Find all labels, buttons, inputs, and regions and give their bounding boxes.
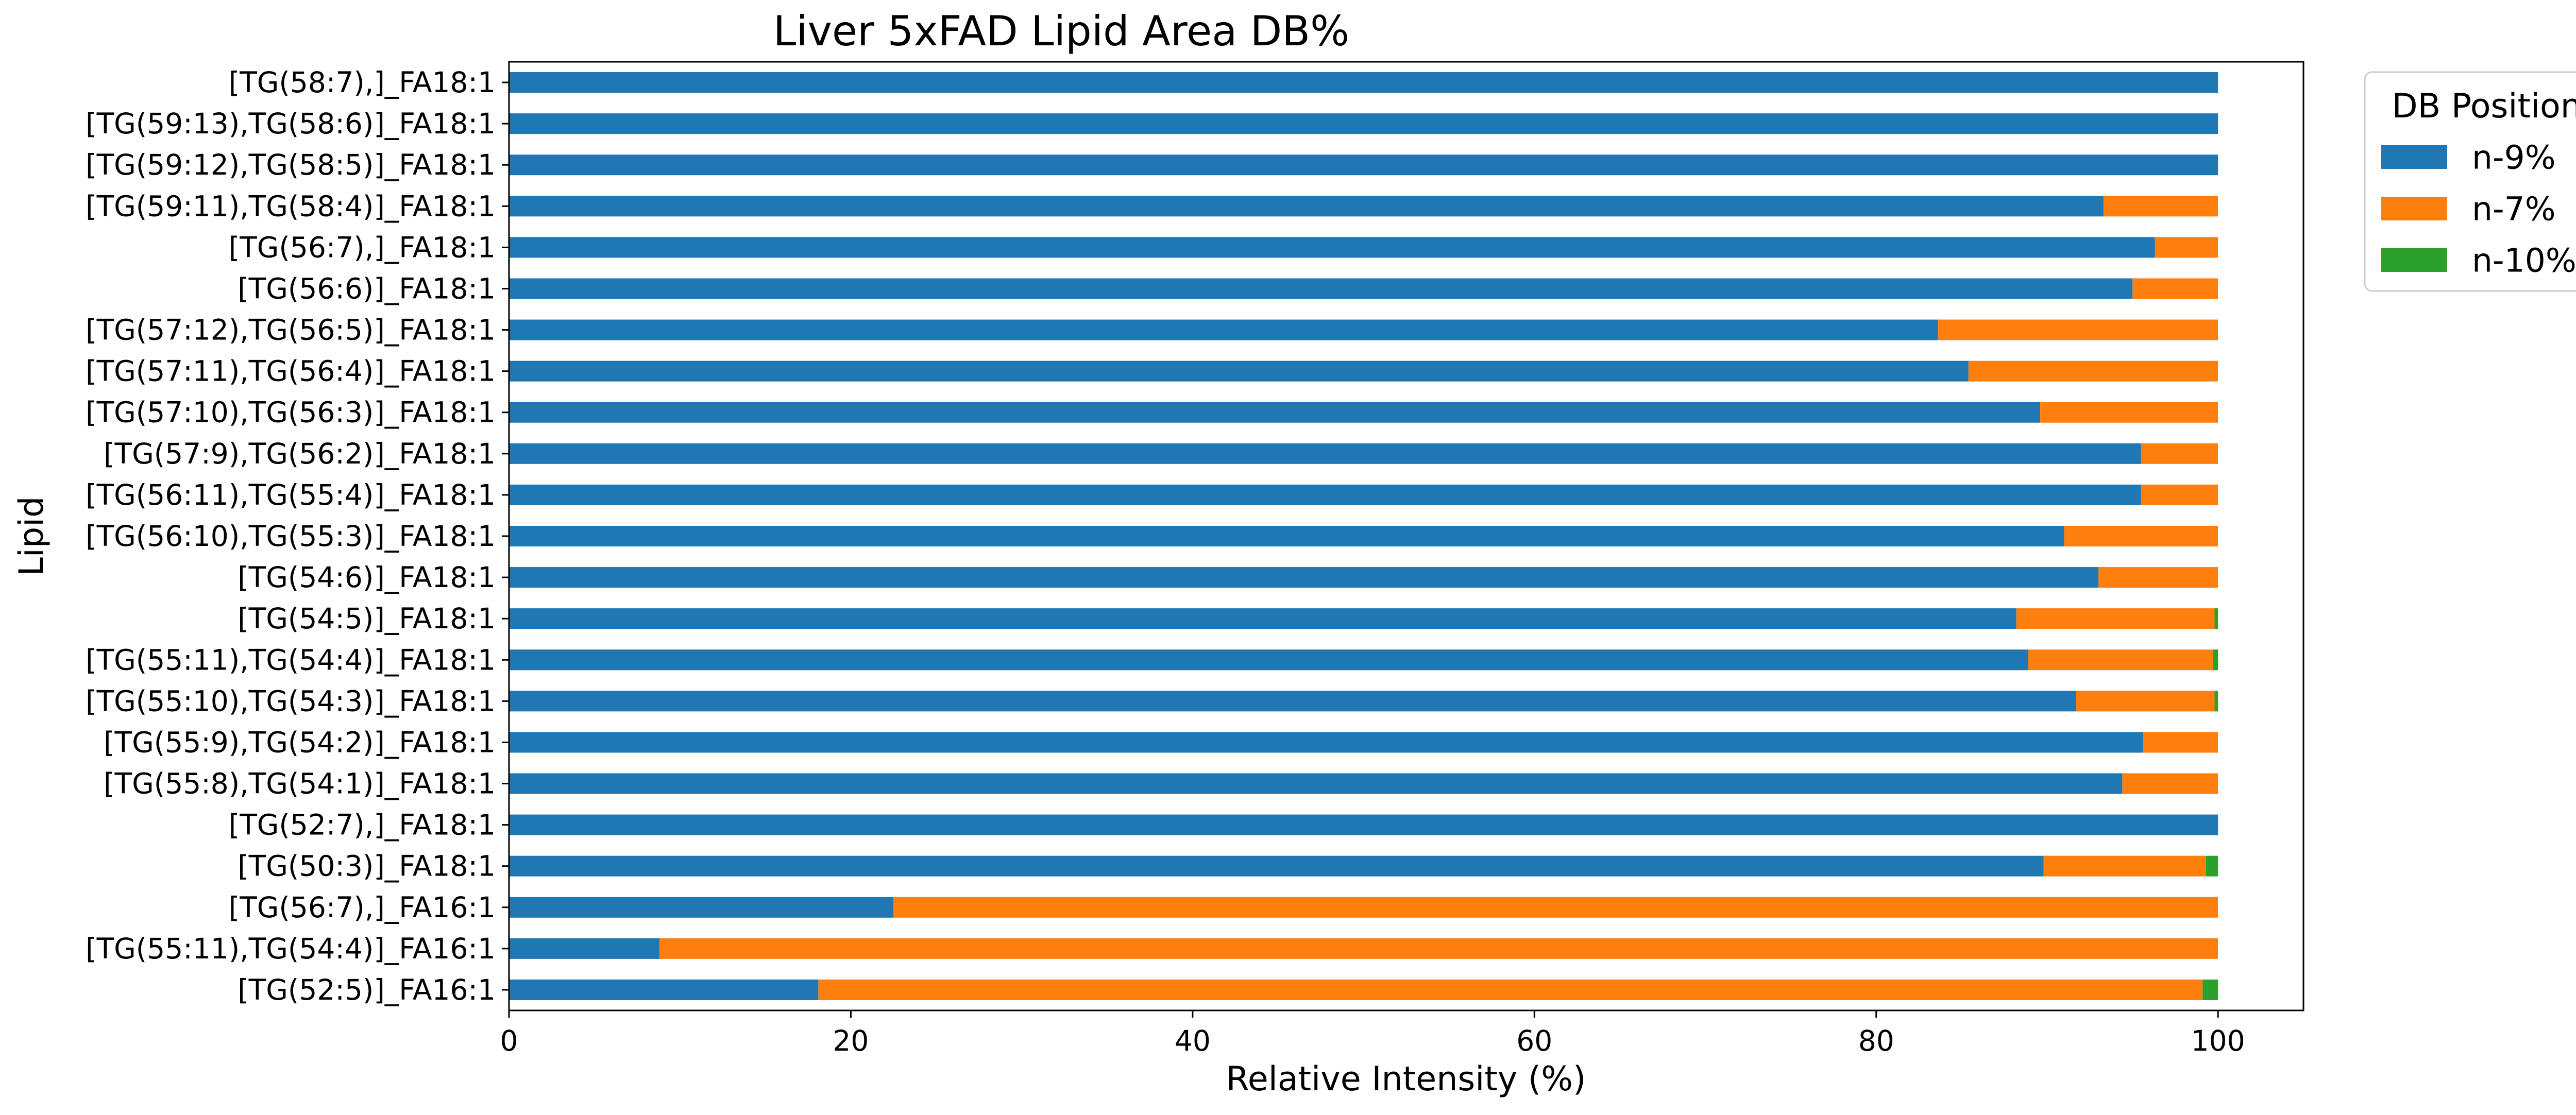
y-tick-label: [TG(52:7),]_FA18:1 (229, 809, 496, 842)
bar-segment-1-row-1 (509, 72, 2218, 93)
y-axis-ticks: [TG(58:7),]_FA18:1 [TG(59:13),TG(58:6)]_F… (86, 66, 509, 1006)
y-tick-label: [TG(56:6)]_FA18:1 (238, 272, 496, 305)
bar-segment-1-row-15 (509, 649, 2028, 671)
bar-segment-2-row-23 (818, 979, 2203, 1000)
bar-segment-1-row-7 (509, 319, 1938, 340)
bar-segment-2-row-12 (2064, 525, 2218, 547)
y-tick-label: [TG(52:5)]_FA16:1 (238, 973, 496, 1006)
bar-segment-3-row-20 (2206, 855, 2218, 877)
bar-segment-1-row-9 (509, 402, 2041, 423)
bar-segment-2-row-5 (2155, 237, 2218, 258)
y-tick-label: [TG(56:7),]_FA18:1 (229, 231, 496, 264)
bar-segment-1-row-20 (509, 855, 2044, 877)
bar-segment-2-row-22 (659, 938, 2218, 959)
y-axis-label: Lipid (12, 496, 51, 576)
x-tick-label: 80 (1858, 1024, 1894, 1057)
bar-segment-2-row-10 (2141, 443, 2218, 464)
bar-segment-1-row-22 (509, 938, 659, 959)
y-tick-label: [TG(59:12),TG(58:5)]_FA18:1 (86, 148, 496, 181)
bar-segment-3-row-16 (2214, 691, 2218, 712)
bar-segment-1-row-6 (509, 278, 2133, 299)
y-tick-label: [TG(50:3)]_FA18:1 (238, 850, 496, 883)
bar-segment-1-row-23 (509, 979, 819, 1000)
y-tick-label: [TG(57:10),TG(56:3)]_FA18:1 (86, 396, 496, 429)
chart-title: Liver 5xFAD Lipid Area DB% (773, 7, 1349, 55)
bar-segment-1-row-13 (509, 567, 2098, 588)
bar-segment-1-row-4 (509, 196, 2104, 217)
bar-segment-2-row-17 (2143, 732, 2218, 753)
legend-items: n-9% n-7% n-10% (2381, 139, 2576, 280)
bar-segment-1-row-2 (509, 113, 2218, 134)
y-tick-label: [TG(56:7),]_FA16:1 (229, 891, 496, 924)
bar-segment-1-row-17 (509, 732, 2143, 753)
x-axis-label: Relative Intensity (%) (1226, 1060, 1586, 1099)
legend-swatch (2381, 197, 2447, 220)
y-tick-label: [TG(55:10),TG(54:3)]_FA18:1 (86, 684, 496, 717)
legend-frame (2364, 71, 2576, 292)
bar-segment-1-row-19 (509, 814, 2218, 835)
bar-segment-2-row-11 (2141, 484, 2218, 505)
legend-title: DB Position % (2392, 87, 2576, 126)
bar-segment-2-row-13 (2098, 567, 2218, 588)
bar-segment-2-row-4 (2103, 196, 2218, 217)
bar-segment-2-row-20 (2043, 855, 2206, 877)
bar-segment-2-row-9 (2040, 402, 2218, 423)
bar-segment-2-row-16 (2076, 691, 2215, 712)
y-tick-label: [TG(55:11),TG(54:4)]_FA18:1 (86, 643, 496, 676)
y-tick-label: [TG(56:10),TG(55:3)]_FA18:1 (86, 520, 496, 553)
x-tick-label: 20 (833, 1024, 869, 1057)
bar-segment-2-row-15 (2028, 649, 2213, 671)
bar-segment-2-row-18 (2122, 773, 2218, 794)
y-tick-label: [TG(54:6)]_FA18:1 (238, 561, 496, 594)
legend-swatch (2381, 248, 2447, 272)
bar-segment-1-row-12 (509, 525, 2064, 547)
x-tick-label: 0 (500, 1024, 518, 1057)
bar-segment-1-row-11 (509, 484, 2141, 505)
x-tick-label: 40 (1175, 1024, 1211, 1057)
y-tick-label: [TG(59:11),TG(58:4)]_FA18:1 (86, 190, 496, 222)
bar-segment-1-row-10 (509, 443, 2141, 464)
y-tick-label: [TG(56:11),TG(55:4)]_FA18:1 (86, 478, 496, 511)
bar-segment-1-row-18 (509, 773, 2123, 794)
bar-segment-1-row-21 (509, 897, 894, 918)
x-tick-label: 100 (2191, 1024, 2245, 1057)
y-tick-label: [TG(59:13),TG(58:6)]_FA18:1 (86, 107, 496, 140)
bar-segment-2-row-8 (1968, 361, 2218, 382)
bar-segment-3-row-14 (2214, 608, 2218, 629)
y-tick-label: [TG(57:11),TG(56:4)]_FA18:1 (86, 355, 496, 388)
plot-frame (508, 61, 2304, 1011)
bars-group (509, 72, 2218, 1000)
y-tick-label: [TG(58:7),]_FA18:1 (229, 66, 496, 99)
bar-segment-1-row-5 (509, 237, 2155, 258)
bar-segment-1-row-16 (509, 691, 2076, 712)
legend-label: n-7% (2472, 191, 2556, 228)
y-tick-label: [TG(55:9),TG(54:2)]_FA18:1 (104, 726, 496, 759)
bar-segment-1-row-8 (509, 361, 1969, 382)
y-tick-label: [TG(54:5)]_FA18:1 (238, 602, 496, 635)
legend: DB Position % n-9% n-7% n-10% (2364, 71, 2576, 292)
x-tick-label: 60 (1516, 1024, 1552, 1057)
bar-segment-2-row-7 (1938, 319, 2218, 340)
legend-label: n-10% (2472, 242, 2576, 280)
y-tick-label: [TG(55:8),TG(54:1)]_FA18:1 (104, 767, 496, 800)
legend-swatch (2381, 145, 2447, 169)
bar-segment-3-row-15 (2213, 649, 2218, 671)
bar-segment-3-row-23 (2202, 979, 2218, 1000)
bar-segment-2-row-21 (893, 897, 2218, 918)
bar-segment-2-row-14 (2016, 608, 2215, 629)
y-tick-label: [TG(57:12),TG(56:5)]_FA18:1 (86, 314, 496, 347)
legend-label: n-9% (2472, 139, 2556, 177)
y-tick-label: [TG(57:9),TG(56:2)]_FA18:1 (104, 437, 496, 470)
y-tick-label: [TG(55:11),TG(54:4)]_FA16:1 (86, 932, 496, 965)
bar-segment-2-row-6 (2132, 278, 2218, 299)
x-axis-ticks: 0 20 40 60 80 100 (500, 1010, 2245, 1057)
bar-segment-1-row-3 (509, 155, 2218, 176)
bar-segment-1-row-14 (509, 608, 2016, 629)
